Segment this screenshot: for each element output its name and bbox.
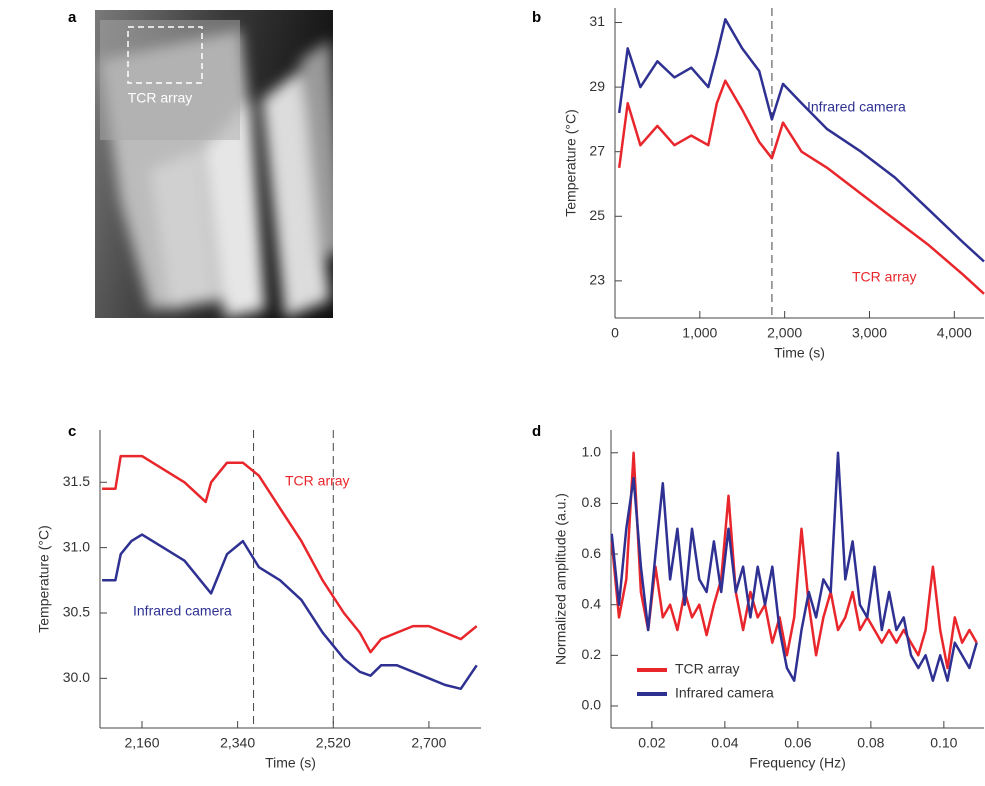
x-tick-label: 2,160 <box>124 735 159 751</box>
x-tick-label: 0.08 <box>857 735 884 751</box>
panel-label: d <box>532 423 541 440</box>
series-line <box>617 18 985 263</box>
y-tick-label: 0.2 <box>582 646 602 662</box>
series-label: TCR array <box>852 269 917 285</box>
series-line <box>102 454 478 654</box>
x-tick-label: 2,340 <box>220 735 255 751</box>
series-line <box>617 79 985 295</box>
image-annotation: TCR array <box>128 90 193 106</box>
y-tick-label: 23 <box>589 272 605 288</box>
y-tick-label: 25 <box>589 207 605 223</box>
x-tick-label: 0.06 <box>784 735 811 751</box>
legend-label: Infrared camera <box>675 685 774 701</box>
y-tick-label: 0.0 <box>582 697 602 713</box>
x-axis-label: Time (s) <box>265 755 316 771</box>
x-tick-label: 0 <box>611 325 619 341</box>
y-axis-label: Temperature (°C) <box>563 109 579 217</box>
y-tick-label: 0.4 <box>582 595 602 611</box>
x-tick-label: 1,000 <box>682 325 717 341</box>
y-tick-label: 29 <box>589 78 605 94</box>
x-tick-label: 3,000 <box>852 325 887 341</box>
x-tick-label: 2,700 <box>411 735 446 751</box>
panel-label: a <box>68 9 77 26</box>
y-tick-label: 31.5 <box>63 473 90 489</box>
x-tick-label: 0.10 <box>930 735 957 751</box>
x-tick-label: 0.02 <box>638 735 665 751</box>
x-tick-label: 2,000 <box>767 325 802 341</box>
y-tick-label: 0.6 <box>582 545 602 561</box>
x-tick-label: 4,000 <box>937 325 972 341</box>
y-tick-label: 31 <box>589 13 605 29</box>
panel-label: b <box>532 9 541 26</box>
series-line <box>610 451 978 670</box>
y-tick-label: 1.0 <box>582 443 602 459</box>
series-label: Infrared camera <box>807 99 906 115</box>
series-label: TCR array <box>285 473 350 489</box>
legend-label: TCR array <box>675 661 740 677</box>
series-line <box>610 451 978 682</box>
thermal-image <box>95 10 333 318</box>
y-tick-label: 27 <box>589 142 605 158</box>
y-tick-label: 31.0 <box>63 538 90 554</box>
panel-label: c <box>68 423 76 440</box>
x-axis-label: Time (s) <box>774 345 825 361</box>
y-axis-label: Normalized amplitude (a.u.) <box>553 493 569 665</box>
x-tick-label: 2,520 <box>316 735 351 751</box>
series-label: Infrared camera <box>133 603 232 619</box>
x-tick-label: 0.04 <box>711 735 738 751</box>
y-tick-label: 30.0 <box>63 669 90 685</box>
series-line <box>102 533 478 691</box>
y-tick-label: 0.8 <box>582 494 602 510</box>
y-axis-label: Temperature (°C) <box>36 525 52 633</box>
x-axis-label: Frequency (Hz) <box>749 755 845 771</box>
y-tick-label: 30.5 <box>63 604 90 620</box>
